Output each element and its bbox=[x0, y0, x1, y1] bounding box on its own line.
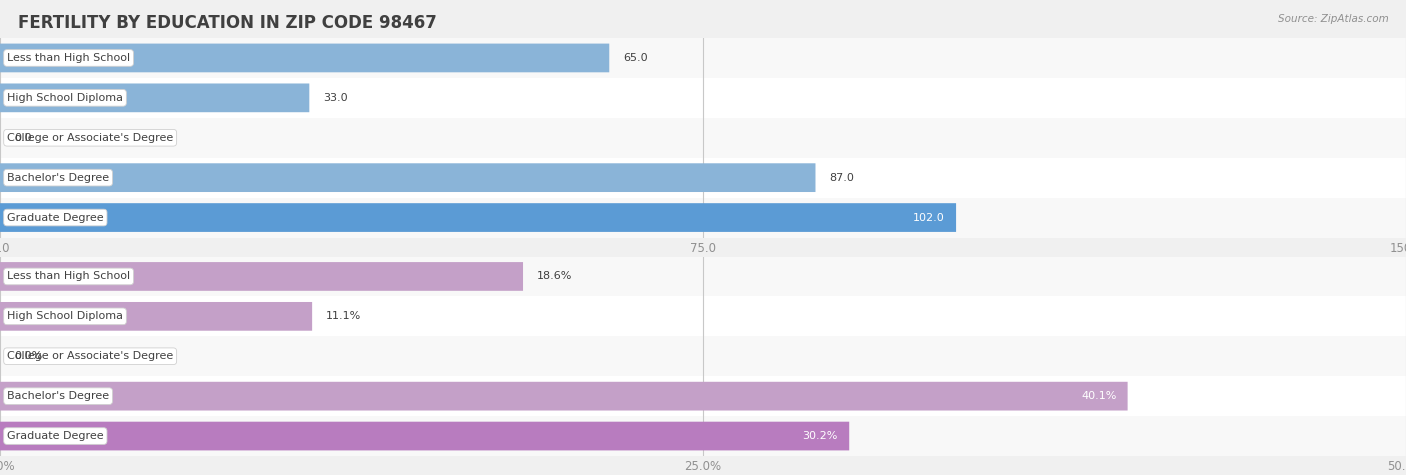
Text: 18.6%: 18.6% bbox=[537, 271, 572, 282]
Bar bbox=[0, 158, 1406, 198]
FancyBboxPatch shape bbox=[0, 163, 815, 192]
Bar bbox=[0, 78, 1406, 118]
Text: College or Associate's Degree: College or Associate's Degree bbox=[7, 133, 173, 143]
Bar bbox=[0, 38, 1406, 78]
FancyBboxPatch shape bbox=[0, 262, 523, 291]
Bar bbox=[0, 198, 1406, 238]
Bar bbox=[0, 416, 1406, 456]
Text: 40.1%: 40.1% bbox=[1081, 391, 1116, 401]
FancyBboxPatch shape bbox=[0, 382, 1128, 410]
Bar bbox=[0, 296, 1406, 336]
Text: 0.0: 0.0 bbox=[14, 133, 32, 143]
Text: Bachelor's Degree: Bachelor's Degree bbox=[7, 391, 110, 401]
Text: 33.0: 33.0 bbox=[323, 93, 349, 103]
Text: High School Diploma: High School Diploma bbox=[7, 93, 124, 103]
Bar bbox=[0, 376, 1406, 416]
Text: Less than High School: Less than High School bbox=[7, 271, 131, 282]
FancyBboxPatch shape bbox=[0, 203, 956, 232]
Text: Source: ZipAtlas.com: Source: ZipAtlas.com bbox=[1278, 14, 1389, 24]
Text: College or Associate's Degree: College or Associate's Degree bbox=[7, 351, 173, 361]
Text: Graduate Degree: Graduate Degree bbox=[7, 431, 104, 441]
Text: FERTILITY BY EDUCATION IN ZIP CODE 98467: FERTILITY BY EDUCATION IN ZIP CODE 98467 bbox=[18, 14, 437, 32]
FancyBboxPatch shape bbox=[0, 422, 849, 450]
Text: 30.2%: 30.2% bbox=[803, 431, 838, 441]
Text: 65.0: 65.0 bbox=[623, 53, 648, 63]
Text: High School Diploma: High School Diploma bbox=[7, 311, 124, 322]
Text: 87.0: 87.0 bbox=[830, 172, 855, 183]
Text: Less than High School: Less than High School bbox=[7, 53, 131, 63]
Bar bbox=[0, 256, 1406, 296]
FancyBboxPatch shape bbox=[0, 302, 312, 331]
Text: 0.0%: 0.0% bbox=[14, 351, 42, 361]
Text: Bachelor's Degree: Bachelor's Degree bbox=[7, 172, 110, 183]
Bar bbox=[0, 118, 1406, 158]
FancyBboxPatch shape bbox=[0, 84, 309, 112]
FancyBboxPatch shape bbox=[0, 44, 609, 72]
Text: Graduate Degree: Graduate Degree bbox=[7, 212, 104, 223]
Text: 102.0: 102.0 bbox=[912, 212, 945, 223]
Bar bbox=[0, 336, 1406, 376]
Text: 11.1%: 11.1% bbox=[326, 311, 361, 322]
